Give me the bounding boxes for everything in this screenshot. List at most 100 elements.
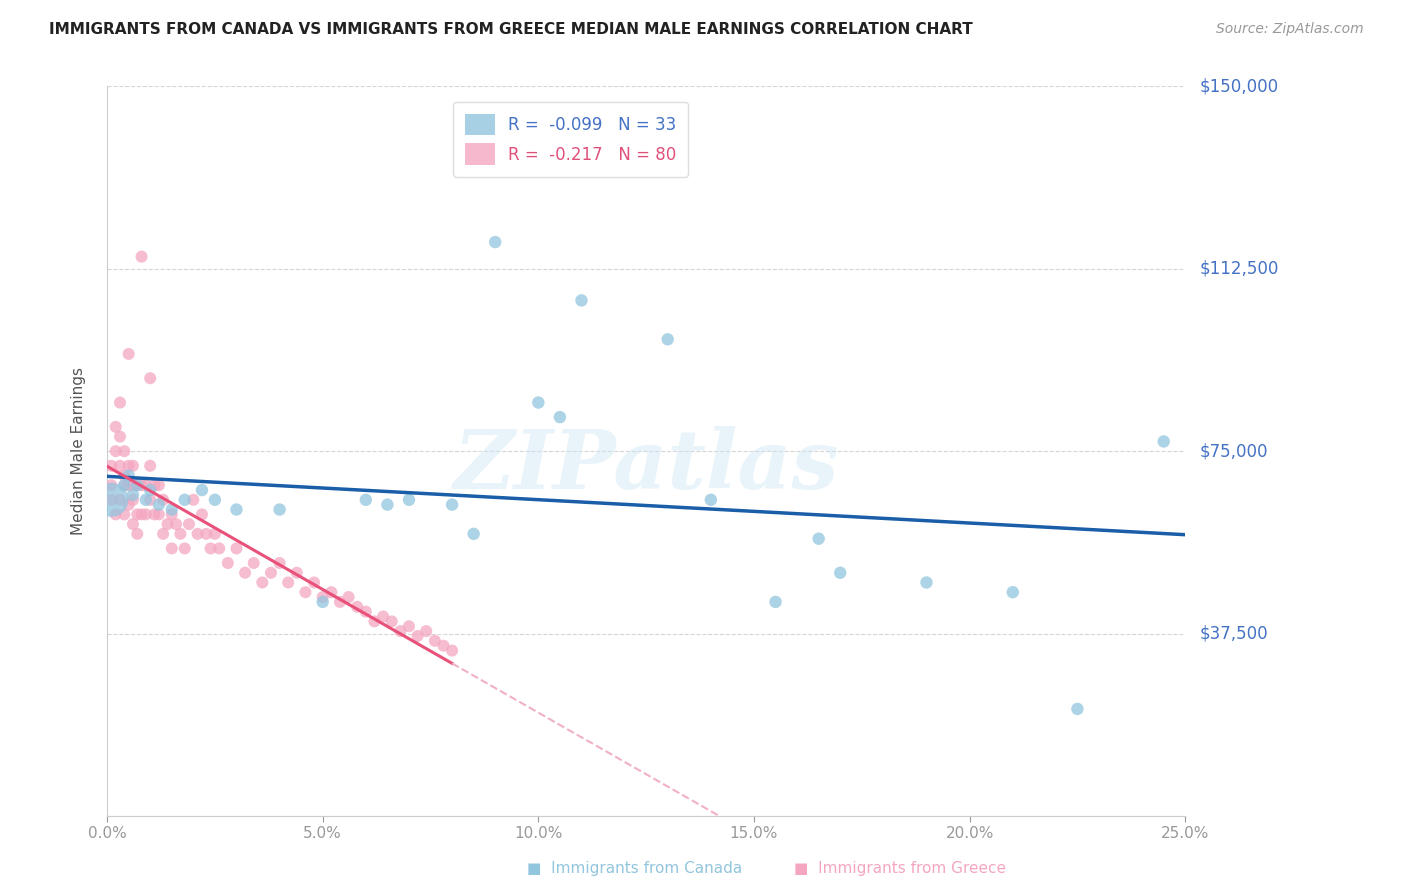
Point: [108, 395, 131, 409]
Point: [177, 517, 200, 532]
Point: [415, 624, 437, 639]
Point: [122, 478, 145, 492]
Point: [183, 492, 205, 507]
Point: [807, 532, 830, 546]
Point: [200, 541, 222, 556]
Point: [312, 595, 335, 609]
Point: [127, 478, 149, 492]
Point: [112, 468, 135, 483]
Point: [117, 458, 139, 473]
Point: [127, 508, 149, 522]
Point: [371, 609, 394, 624]
Point: [117, 347, 139, 361]
Point: [657, 332, 679, 346]
Point: [139, 458, 162, 473]
Point: [100, 478, 122, 492]
Point: [484, 235, 506, 249]
Point: [1001, 585, 1024, 599]
Point: [302, 575, 325, 590]
Point: [548, 410, 571, 425]
Point: [122, 458, 145, 473]
Point: [285, 566, 308, 580]
Point: [139, 492, 162, 507]
Point: [260, 566, 283, 580]
Point: [571, 293, 593, 308]
Point: [160, 508, 183, 522]
Point: [104, 444, 127, 458]
Point: [112, 508, 135, 522]
Point: [173, 492, 195, 507]
Point: [131, 478, 153, 492]
Point: [269, 502, 291, 516]
Point: [233, 566, 256, 580]
Point: [187, 526, 209, 541]
Point: [117, 498, 139, 512]
Point: [312, 590, 335, 604]
Point: [377, 498, 399, 512]
Point: [100, 492, 122, 507]
Point: [108, 458, 131, 473]
Point: [423, 633, 446, 648]
Point: [329, 595, 352, 609]
Text: $112,500: $112,500: [1199, 260, 1278, 277]
Text: Source: ZipAtlas.com: Source: ZipAtlas.com: [1216, 22, 1364, 37]
Point: [1153, 434, 1175, 449]
Point: [143, 508, 166, 522]
Point: [135, 478, 157, 492]
Point: [195, 526, 218, 541]
Point: [156, 517, 179, 532]
Point: [700, 492, 723, 507]
Point: [148, 498, 170, 512]
Point: [100, 458, 122, 473]
Point: [191, 483, 214, 497]
Point: [135, 508, 157, 522]
Text: $37,500: $37,500: [1199, 624, 1268, 642]
Point: [143, 478, 166, 492]
Legend: R =  -0.099   N = 33, R =  -0.217   N = 80: R = -0.099 N = 33, R = -0.217 N = 80: [453, 102, 688, 177]
Point: [122, 517, 145, 532]
Point: [1066, 702, 1088, 716]
Point: [381, 615, 404, 629]
Point: [139, 483, 162, 497]
Point: [204, 526, 226, 541]
Point: [337, 590, 360, 604]
Point: [127, 526, 149, 541]
Point: [398, 619, 420, 633]
Point: [117, 468, 139, 483]
Point: [131, 250, 153, 264]
Point: [160, 502, 183, 516]
Point: [321, 585, 343, 599]
Point: [152, 492, 174, 507]
Point: [139, 371, 162, 385]
Point: [765, 595, 787, 609]
Point: [148, 478, 170, 492]
Text: $150,000: $150,000: [1199, 78, 1278, 95]
Point: [100, 492, 122, 507]
Point: [204, 492, 226, 507]
Point: [242, 556, 264, 570]
Point: [406, 629, 429, 643]
Point: [225, 502, 247, 516]
Point: [131, 508, 153, 522]
Point: [127, 478, 149, 492]
Point: [169, 526, 191, 541]
Point: [152, 526, 174, 541]
Point: [112, 478, 135, 492]
Point: [432, 639, 454, 653]
Point: [148, 508, 170, 522]
Point: [122, 488, 145, 502]
Point: [277, 575, 299, 590]
Point: [108, 429, 131, 443]
Point: [160, 541, 183, 556]
Point: [104, 420, 127, 434]
Point: [294, 585, 316, 599]
Point: [398, 492, 420, 507]
Point: [225, 541, 247, 556]
Point: [104, 508, 127, 522]
Text: $75,000: $75,000: [1199, 442, 1268, 460]
Point: [354, 605, 377, 619]
Point: [363, 615, 385, 629]
Y-axis label: Median Male Earnings: Median Male Earnings: [72, 368, 86, 535]
Point: [191, 508, 214, 522]
Point: [354, 492, 377, 507]
